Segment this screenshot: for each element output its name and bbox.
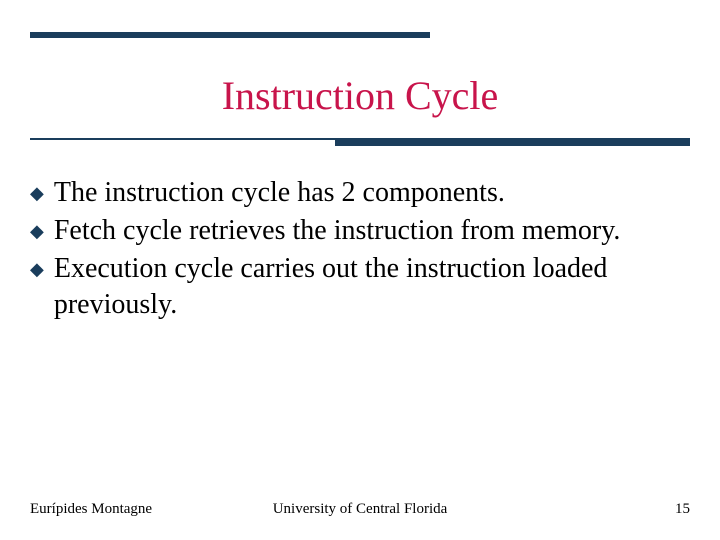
diamond-bullet-icon: ◆ — [30, 175, 44, 211]
slide-body: ◆ The instruction cycle has 2 components… — [30, 175, 690, 325]
bullet-item: ◆ The instruction cycle has 2 components… — [30, 175, 690, 211]
bullet-text: Execution cycle carries out the instruct… — [54, 251, 690, 323]
diamond-bullet-icon: ◆ — [30, 213, 44, 249]
top-accent-rule — [30, 32, 430, 38]
bullet-text: The instruction cycle has 2 components. — [54, 175, 505, 211]
slide-title: Instruction Cycle — [0, 72, 720, 119]
title-underline-thick — [335, 140, 690, 146]
slide-footer: Eurípides Montagne University of Central… — [30, 501, 690, 518]
footer-affiliation: University of Central Florida — [273, 501, 448, 518]
bullet-item: ◆ Execution cycle carries out the instru… — [30, 251, 690, 323]
footer-page-number: 15 — [675, 501, 690, 518]
footer-author: Eurípides Montagne — [30, 501, 152, 518]
bullet-item: ◆ Fetch cycle retrieves the instruction … — [30, 213, 690, 249]
bullet-text: Fetch cycle retrieves the instruction fr… — [54, 213, 621, 249]
diamond-bullet-icon: ◆ — [30, 251, 44, 287]
